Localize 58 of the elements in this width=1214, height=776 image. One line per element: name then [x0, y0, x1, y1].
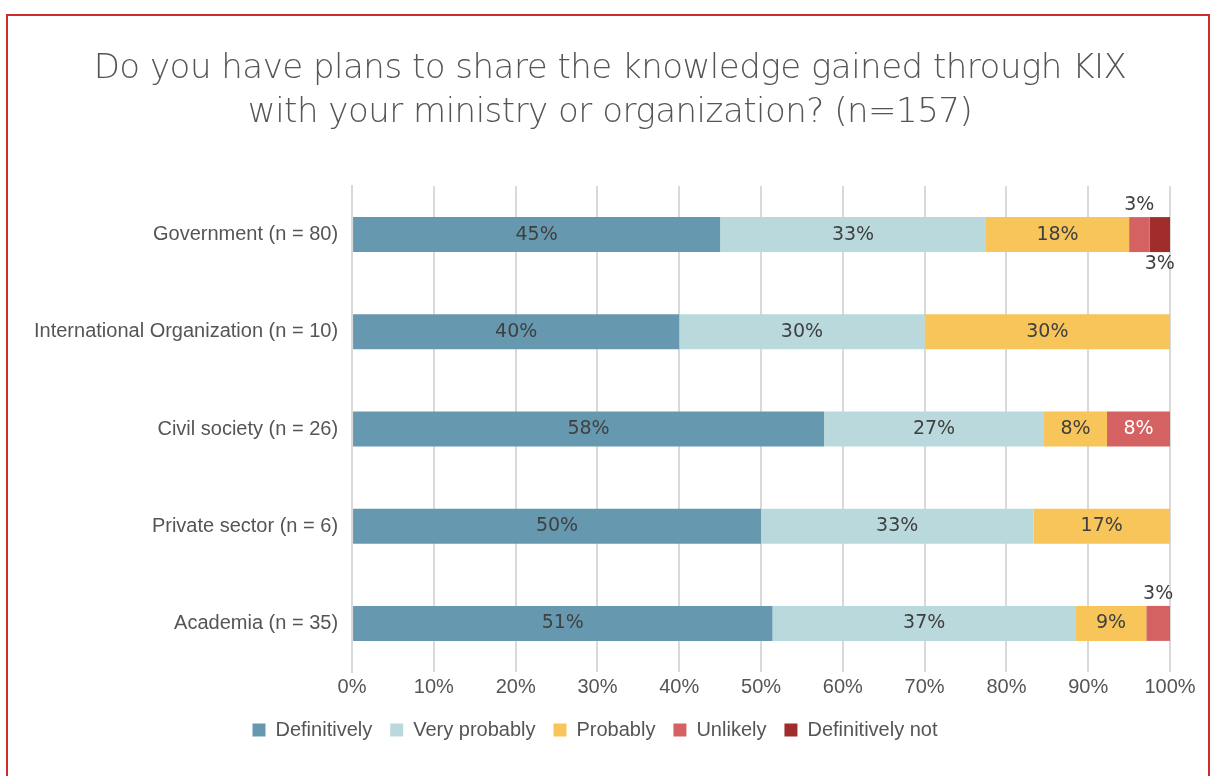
- data-label: 33%: [831, 221, 875, 244]
- bar: [1129, 217, 1150, 253]
- data-label: 45%: [515, 221, 558, 244]
- data-label: 27%: [912, 415, 956, 438]
- bar: [824, 411, 1045, 447]
- x-tick-label: 10%: [413, 674, 455, 697]
- data-label: 18%: [1036, 221, 1079, 244]
- data-label: 40%: [495, 318, 538, 341]
- legend-label: Definitively not: [807, 717, 938, 740]
- data-label: 3%: [1144, 251, 1175, 274]
- x-tick-label: 80%: [986, 674, 1027, 697]
- bar: [353, 508, 762, 544]
- data-label: 50%: [535, 513, 579, 536]
- data-label: 3%: [1124, 192, 1155, 215]
- bar: [353, 411, 825, 447]
- data-label: 30%: [780, 318, 824, 341]
- y-tick-label: Academia (n = 35): [174, 610, 339, 633]
- data-label: 33%: [876, 513, 919, 536]
- bar: [353, 314, 680, 350]
- x-tick-label: 70%: [904, 674, 945, 697]
- bar: [679, 314, 925, 350]
- legend-label: Probably: [576, 717, 656, 740]
- x-tick-label: 0%: [337, 674, 367, 697]
- bar: [720, 217, 986, 253]
- x-tick-label: 20%: [495, 674, 536, 697]
- legend-label: Definitively: [275, 717, 373, 740]
- bar: [1146, 605, 1170, 641]
- x-tick-label: 50%: [741, 674, 782, 697]
- data-label: 9%: [1096, 610, 1127, 633]
- data-label: 17%: [1080, 513, 1123, 536]
- data-label: 30%: [1026, 318, 1069, 341]
- chart-title: Do you have plans to share the knowledge gained through KIX with your ministry or organization? (n=157): [92, 45, 1128, 132]
- bar: [1149, 217, 1170, 253]
- y-tick-label: Private sector (n = 6): [151, 513, 339, 536]
- x-tick-label: 90%: [1068, 674, 1109, 697]
- data-label: 58%: [567, 415, 610, 438]
- y-tick-label: International Organization (n = 10): [33, 319, 339, 342]
- x-tick-label: 100%: [1144, 674, 1196, 697]
- data-label: 37%: [903, 610, 946, 633]
- y-tick-label: Civil society (n = 26): [157, 416, 339, 439]
- bar: [353, 217, 721, 253]
- y-tick-label: Government (n = 80): [152, 222, 339, 245]
- bar: [761, 508, 1034, 544]
- bar: [924, 314, 1170, 350]
- x-tick-label: 30%: [577, 674, 618, 697]
- bar: [1075, 605, 1147, 641]
- data-label: 51%: [541, 610, 584, 633]
- x-tick-label: 60%: [822, 674, 864, 697]
- bar: [985, 217, 1130, 253]
- legend-label: Very probably: [413, 717, 536, 740]
- data-label: 8%: [1060, 415, 1091, 438]
- data-label: 3%: [1143, 580, 1174, 603]
- bar: [1033, 508, 1170, 544]
- bar: [353, 605, 773, 641]
- data-label: 8%: [1123, 415, 1154, 438]
- legend-label: Unlikely: [696, 717, 767, 740]
- x-tick-label: 40%: [659, 674, 700, 697]
- bar: [772, 605, 1076, 641]
